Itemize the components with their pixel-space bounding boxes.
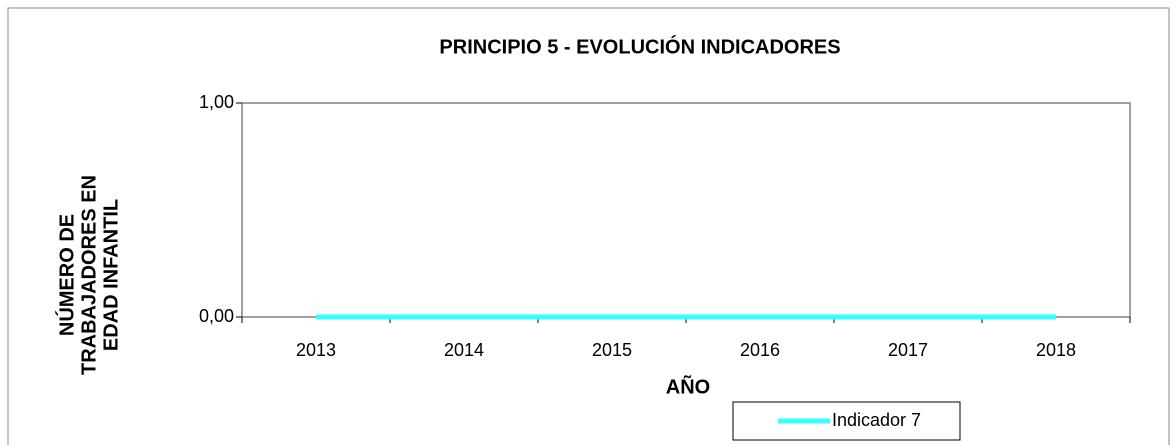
y-axis-label-line: TRABAJADORES EN (78, 175, 100, 375)
x-axis-label: AÑO (666, 375, 710, 398)
y-axis-label-line: NÚMERO DE (54, 214, 78, 336)
x-tick-label: 2015 (592, 340, 632, 360)
chart-title: PRINCIPIO 5 - EVOLUCIÓN INDICADORES (439, 34, 840, 58)
legend-label: Indicador 7 (832, 410, 921, 430)
x-tick-label: 2014 (444, 340, 484, 360)
y-axis-label: NÚMERO DE TRABAJADORES EN EDAD INFANTIL (54, 175, 122, 375)
x-tick-label: 2017 (888, 340, 928, 360)
legend-box (732, 401, 961, 441)
x-tick-label: 2016 (740, 340, 780, 360)
y-tick-label: 1,00 (199, 92, 234, 112)
y-axis-label-line: EDAD INFANTIL (100, 199, 122, 351)
y-tick-label: 0,00 (199, 306, 234, 326)
x-tick-label: 2018 (1036, 340, 1076, 360)
x-tick-label: 2013 (296, 340, 336, 360)
plot-area (241, 102, 1131, 318)
